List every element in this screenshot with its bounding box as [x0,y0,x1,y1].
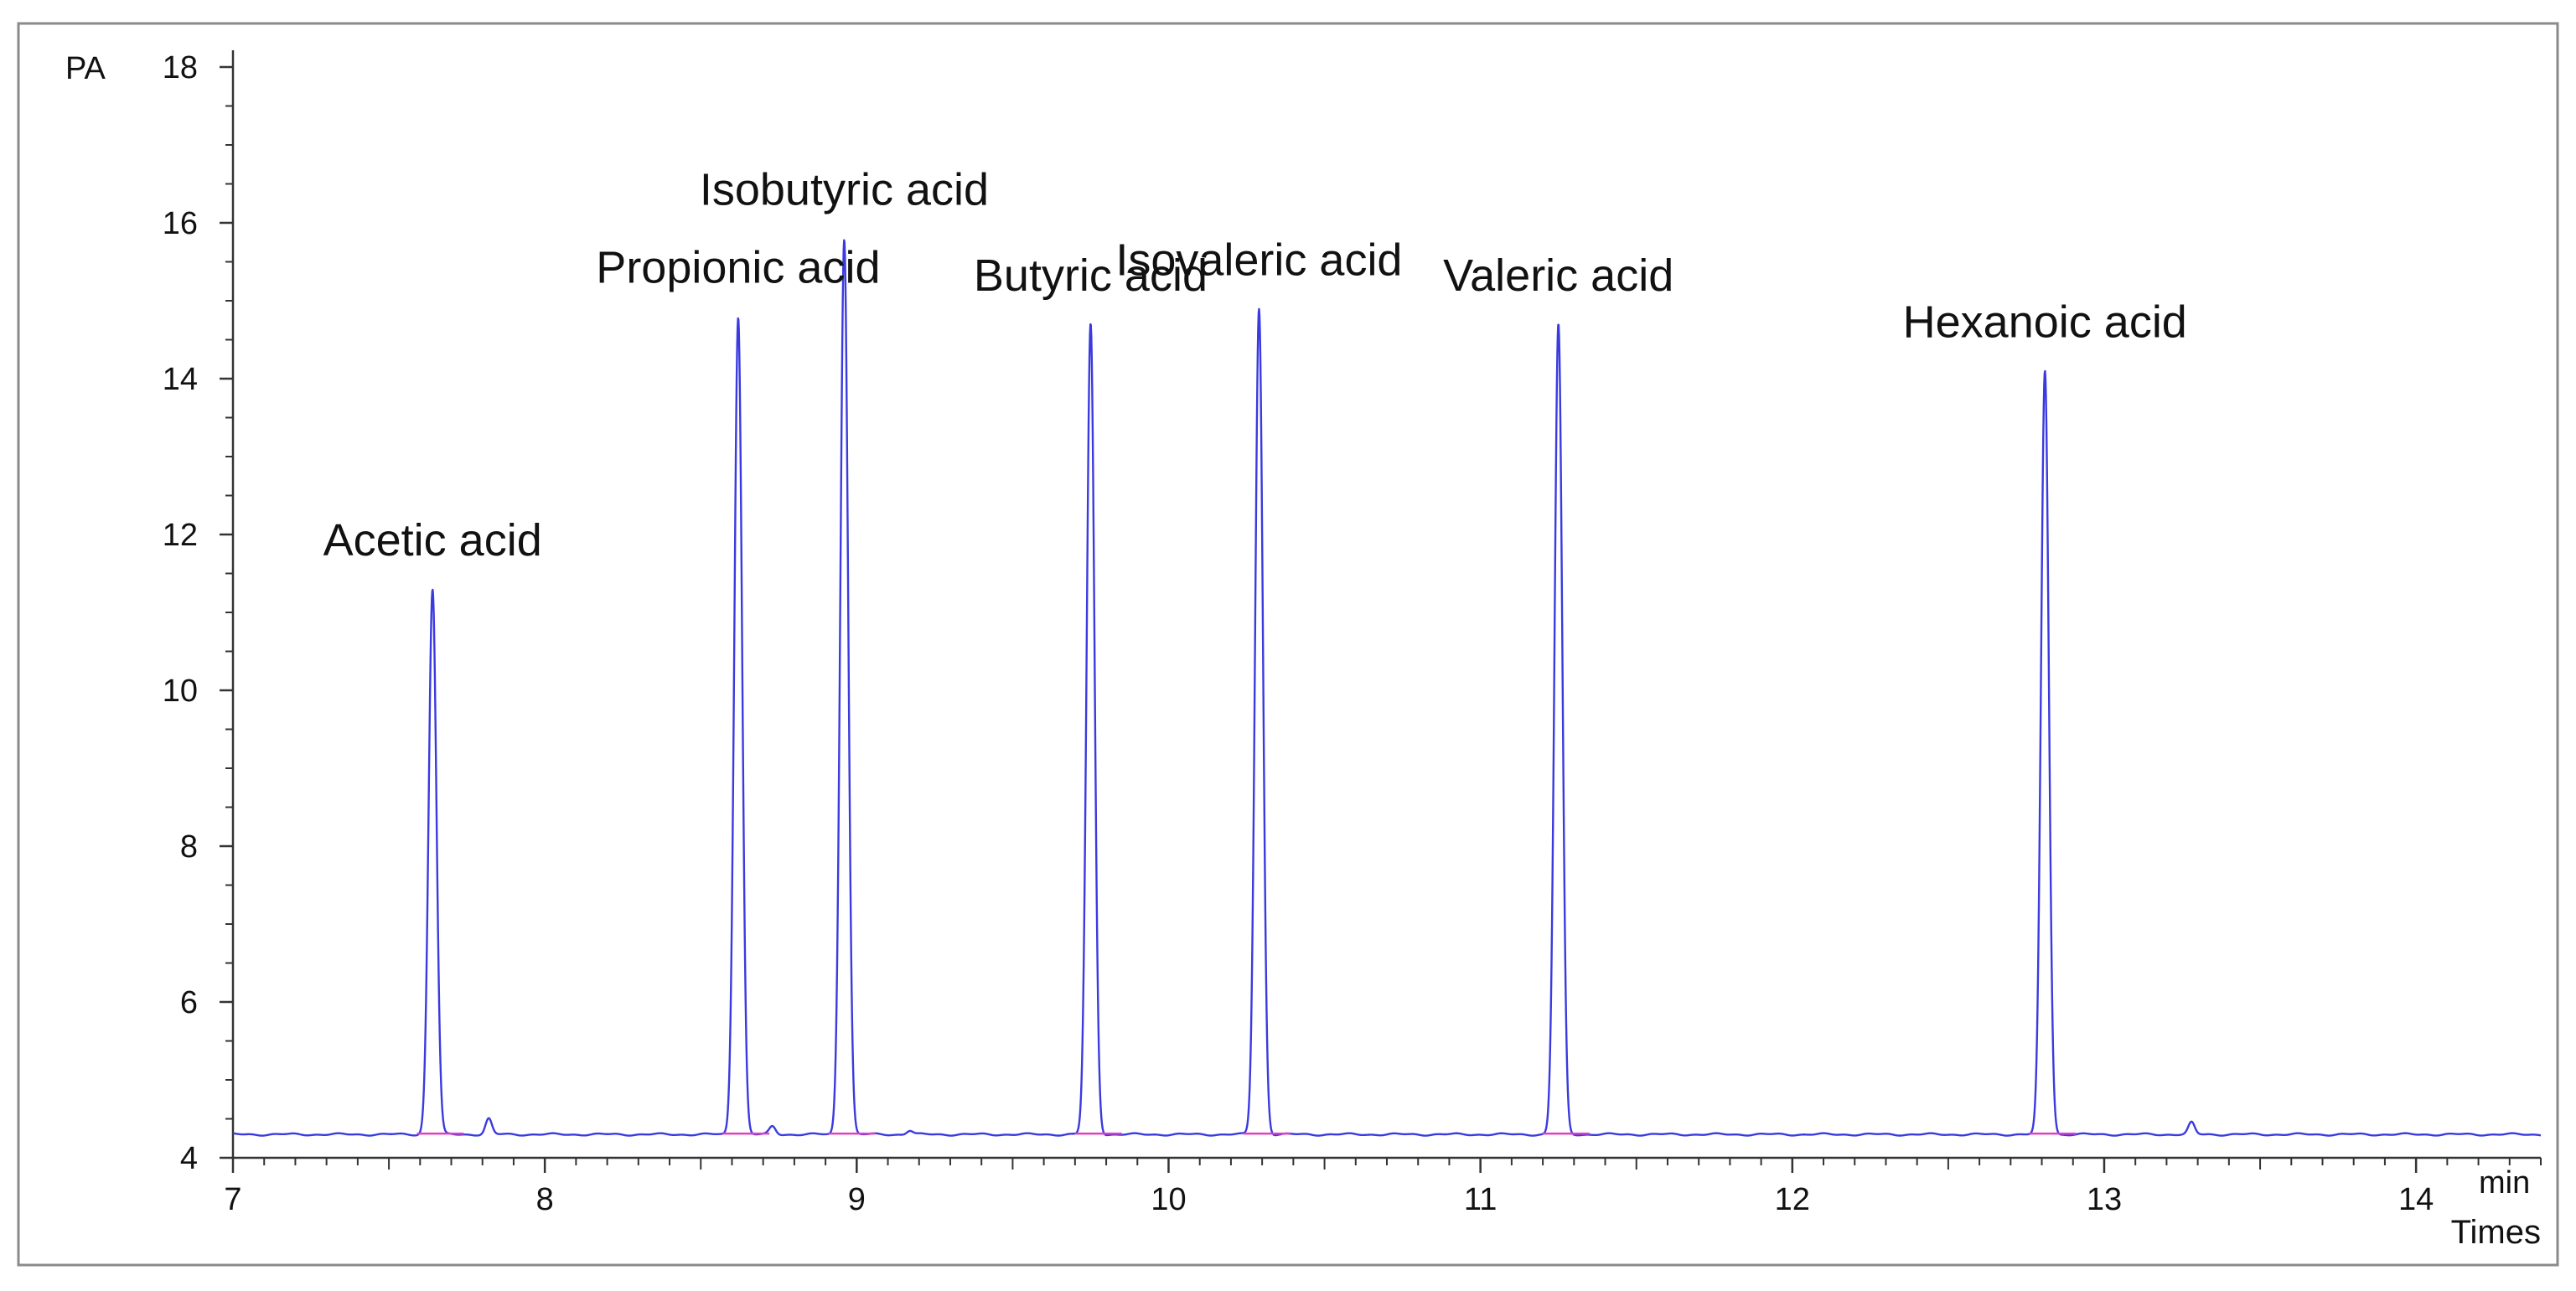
y-axis-unit-label: PA [65,51,106,86]
chromatogram-trace [232,239,2542,1137]
y-tick-label: 6 [180,985,198,1020]
peak-label: Propionic acid [596,243,880,293]
y-tick-label: 16 [163,206,198,241]
chart-border [17,22,2559,1267]
x-tick-label: 12 [1775,1182,1810,1217]
x-tick-label: 8 [536,1182,554,1217]
x-tick-label: 14 [2398,1182,2434,1217]
peak-label: Valeric acid [1443,250,1673,301]
y-tick-label: 10 [163,674,198,709]
x-tick-label: 9 [848,1182,866,1217]
plot-area [232,239,2542,1137]
x-axis-unit-label: min [2479,1165,2530,1201]
peak-label: Hexanoic acid [1903,297,2187,348]
peak-label: Butyric acid [974,250,1208,301]
x-axis: 7 8 9 10 11 12 13 14 [224,1156,2542,1217]
peak-label: Isobutyric acid [700,165,989,215]
x-tick-label: 7 [224,1182,241,1217]
y-tick-label: 14 [163,362,198,397]
y-tick-label: 18 [163,50,198,85]
x-tick-label: 10 [1151,1182,1186,1217]
y-tick-label: 4 [180,1141,198,1176]
peak-labels: Acetic acid Propionic acid Isobutyric acid… [323,165,2187,565]
peak-label: Acetic acid [323,515,542,565]
x-axis-title: Times [2451,1214,2541,1251]
x-tick-label: 13 [2087,1182,2122,1217]
y-tick-label: 8 [180,829,198,865]
y-axis: 4 6 8 10 12 14 16 18 [163,50,235,1176]
x-tick-label: 11 [1464,1182,1497,1217]
peak-label: Isovaleric acid [1115,235,1402,285]
y-tick-label: 12 [163,518,198,553]
